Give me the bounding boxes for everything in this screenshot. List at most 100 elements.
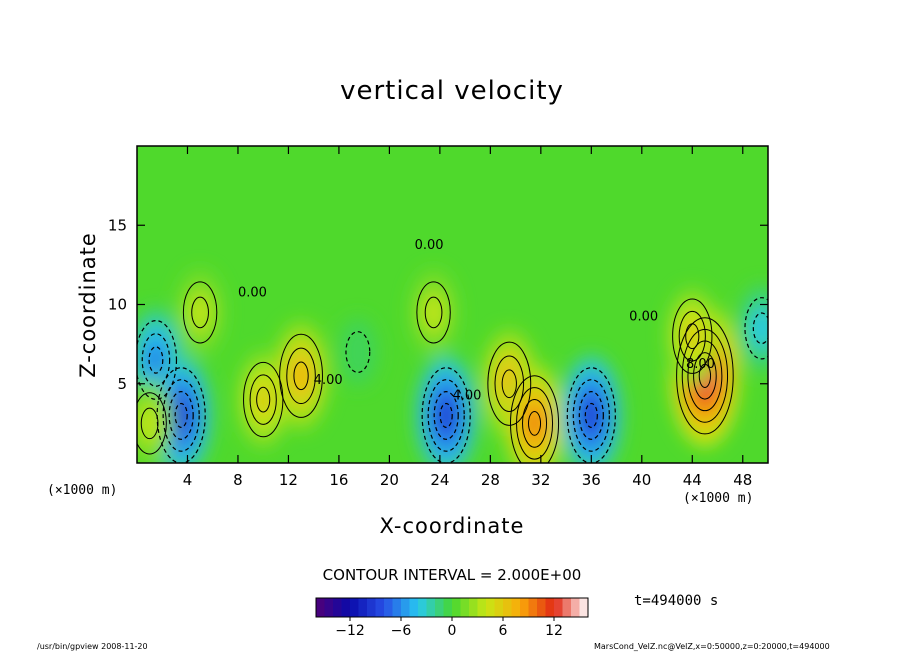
colorbar-cell: [375, 598, 385, 617]
contour-line: [672, 298, 713, 374]
x-tick-label: 28: [481, 471, 500, 489]
x-tick-label: 48: [733, 471, 752, 489]
x-tick-label: 8: [233, 471, 243, 489]
contour-line: [191, 296, 209, 329]
contour-line: [174, 402, 188, 428]
contour-line: [439, 402, 453, 428]
contour-label: 0.00: [238, 286, 267, 301]
contour-line: [676, 317, 734, 435]
contour-line: [249, 374, 277, 425]
contour-line: [678, 310, 706, 362]
colorbar-cell: [316, 598, 325, 617]
contour-line: [494, 355, 525, 412]
colorbar-cell: [469, 598, 478, 617]
colorbar-cell: [571, 598, 580, 617]
contour-line: [510, 375, 560, 463]
contour-line: [148, 346, 164, 374]
contour-line: [256, 386, 271, 413]
colorbar-cell: [460, 598, 470, 617]
contour-line: [522, 399, 548, 448]
x-unit-label-left: (×1000 m): [47, 483, 118, 498]
colorbar-cell: [520, 598, 529, 617]
contour-line: [424, 296, 443, 329]
contour-interval-label: CONTOUR INTERVAL = 2.000E+00: [322, 566, 582, 584]
contour-line: [182, 281, 218, 344]
contour-label: 4.00: [453, 389, 482, 404]
y-tick-label: 10: [108, 296, 127, 314]
colorbar-cell: [443, 598, 453, 617]
colorbar-cell: [486, 598, 495, 617]
field-cell: [254, 383, 272, 416]
colorbar-cell: [341, 598, 351, 617]
footer-left-text: /usr/bin/gpview 2008-11-20: [37, 642, 148, 651]
contour-line: [137, 320, 178, 400]
y-tick-label: 15: [108, 216, 127, 234]
contour-line: [140, 407, 159, 440]
contour-line: [433, 391, 459, 440]
contour-line: [345, 331, 371, 374]
contour-line: [501, 369, 517, 399]
field-cell: [438, 400, 454, 431]
chart-title: vertical velocity: [340, 76, 564, 106]
colorbar-cell: [367, 598, 376, 617]
contour-line: [286, 347, 316, 405]
colorbar-cell: [554, 598, 563, 617]
colorbar-cell: [562, 598, 572, 617]
colorbar-cell: [409, 598, 419, 617]
colorbar-tick-label: 12: [545, 623, 563, 639]
colorbar-cell: [537, 598, 546, 617]
time-label: t=494000 s: [634, 593, 719, 609]
x-axis-label: X-coordinate: [379, 514, 525, 538]
field-cell: [683, 320, 701, 353]
contour-line: [279, 333, 323, 418]
y-tick-label: 5: [117, 375, 127, 393]
x-tick-label: 16: [329, 471, 348, 489]
contour-line: [752, 312, 768, 345]
field-cell: [527, 408, 543, 439]
contour-line: [572, 379, 610, 452]
x-tick-label: 24: [430, 471, 449, 489]
contour-line: [162, 379, 200, 452]
contour-line: [427, 379, 465, 452]
colorbar-cell: [452, 598, 461, 617]
contour-line: [693, 352, 717, 400]
colorbar-cell: [494, 598, 504, 617]
contour-label: 8.00: [686, 357, 715, 372]
contour-line: [137, 392, 167, 455]
colorbar-cell: [545, 598, 555, 617]
contour-line: [141, 333, 171, 387]
field-cell: [147, 342, 165, 377]
contour-label: 0.00: [415, 238, 444, 253]
colorbar-cell: [358, 598, 368, 617]
contour-line: [293, 361, 309, 391]
contour-label: 4.00: [314, 373, 343, 388]
contour-line: [528, 410, 542, 436]
colorbar-cell: [528, 598, 538, 617]
colorbar-tick-label: 0: [448, 623, 457, 639]
colorbar-cell: [477, 598, 487, 617]
contour-line: [744, 297, 768, 360]
footer-right-text: MarsCond_VelZ.nc@VelZ,x=0:50000,z=0:2000…: [594, 642, 830, 651]
x-tick-label: 4: [183, 471, 193, 489]
x-tick-label: 12: [279, 471, 298, 489]
x-tick-label: 36: [582, 471, 601, 489]
contour-line: [416, 281, 451, 344]
colorbar-cell: [579, 598, 589, 617]
x-tick-label: 40: [632, 471, 651, 489]
contour-line: [685, 323, 700, 350]
colorbar-cell: [435, 598, 444, 617]
field-cell: [291, 357, 311, 394]
x-tick-label: 32: [531, 471, 550, 489]
colorbar-cell: [401, 598, 410, 617]
colorbar-cell: [333, 598, 342, 617]
colorbar-cell: [503, 598, 512, 617]
x-tick-label: 20: [380, 471, 399, 489]
colorbar-cell: [418, 598, 427, 617]
colorbar-cell: [384, 598, 393, 617]
colorbar-cell: [392, 598, 402, 617]
field-cell: [338, 318, 378, 386]
contour-line: [487, 341, 532, 426]
contour-line: [584, 402, 598, 428]
colorbar-cell: [511, 598, 521, 617]
